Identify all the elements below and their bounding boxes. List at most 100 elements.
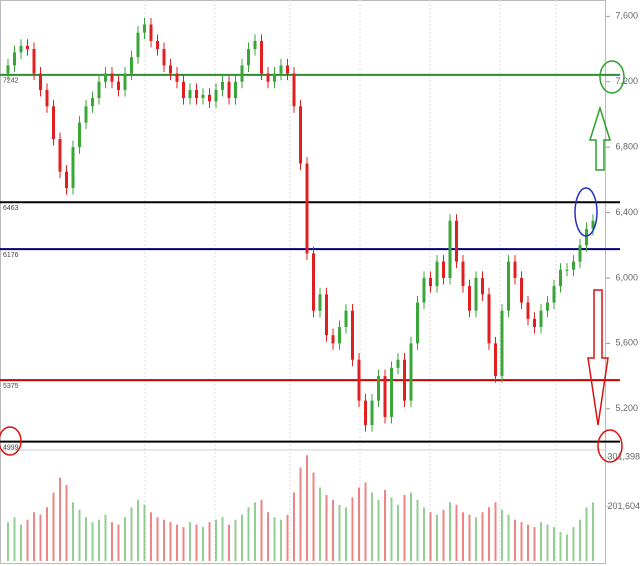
volume-bar [520,522,523,561]
candle-body [39,73,42,90]
volume-bar [20,524,22,561]
candle-body [123,73,127,90]
volume-bar [423,507,425,561]
y-tick-label: 5,200 [615,403,638,413]
candle-body [279,65,283,74]
volume-bar [371,492,373,561]
level-label: 6463 [3,205,19,212]
volume-bar [267,512,269,561]
candle-body [305,163,309,254]
candle-body [136,32,140,58]
candle-body [539,310,543,328]
volume-bar [364,482,367,561]
candle-body [468,286,471,311]
candle-body [253,40,257,50]
candle-body [266,73,270,82]
candle-body [396,359,400,368]
volume-bar [202,527,204,561]
candle-body [461,261,465,287]
volume-bar [566,534,568,561]
candle-body [559,269,562,287]
volume-bar [280,519,282,561]
volume-bar [98,519,100,561]
volume-bar [163,519,165,561]
y-tick-label: 5,600 [615,338,638,348]
candle-body [507,261,510,311]
volume-bar [221,517,224,561]
candle-body [429,277,432,287]
candle-body [52,106,55,139]
candle-body [260,40,263,74]
volume-bar [429,512,432,561]
candle-body [19,45,23,53]
candle-body [143,24,146,33]
candle-body [435,261,439,287]
volume-bar [377,499,380,561]
volume-bar [325,494,328,561]
volume-bar [468,514,471,561]
chart-layer: 7,600 7,200 6,800 6,400 6,000 5,600 5,200 301,3… [0,11,640,561]
candle-body [357,359,361,401]
candle-body [377,376,380,401]
volume-bar [189,522,191,561]
candle-body [520,277,523,303]
candle-body [169,65,172,74]
volume-bar [104,514,107,561]
volume-bar [260,499,263,561]
candle-body [234,81,237,99]
volume-bar [390,497,393,561]
candle-body [71,147,75,189]
candle-body [351,310,354,360]
volume-bar [39,514,42,561]
y-tick-label: 6,000 [615,272,638,282]
candle-body [370,400,374,426]
volume-bar [488,507,490,561]
vertical-grid [144,0,557,563]
candle-body [13,52,16,66]
volume-bar [481,512,484,561]
volume-bar [286,514,289,561]
volume-bar [273,517,276,561]
volume-bar [111,522,113,561]
volume-bar [455,504,458,561]
candle-body [286,65,289,74]
candle-body [6,65,10,74]
volume-bar [208,522,211,561]
up-arrow [588,105,612,171]
volume-bar [351,497,354,561]
candle-body [572,261,575,270]
volume-bar [345,507,347,561]
candle-body [45,89,49,107]
volume-bar [540,522,542,561]
volume-bar [150,512,152,561]
volume-bar [306,455,308,561]
candle-body [494,343,497,377]
volume-bar [514,519,516,561]
volume-bar [397,504,399,561]
candle-body [481,277,484,295]
candle-body [409,343,413,401]
volume-bar [124,517,126,561]
candle-body [591,220,595,229]
volume-bar [46,507,48,561]
volume-bar [527,524,529,561]
volume-bar [462,512,464,561]
y-tick-label: 7,200 [615,76,638,86]
volume-bar [572,527,575,561]
volume-bar [546,524,549,561]
candle-body [175,73,179,82]
candle-body [533,318,536,328]
candle-body [247,49,250,66]
level-label: 7242 [3,78,19,85]
volume-bar [52,492,55,561]
candle-body [91,98,94,107]
candle-body [500,310,504,377]
candle-body [149,24,153,41]
volume-bar [117,524,120,561]
candle-body [422,277,426,303]
volume-bar [416,499,419,561]
volume-bar [384,489,386,561]
volume-bar [299,467,302,561]
volume-bar [195,524,198,561]
